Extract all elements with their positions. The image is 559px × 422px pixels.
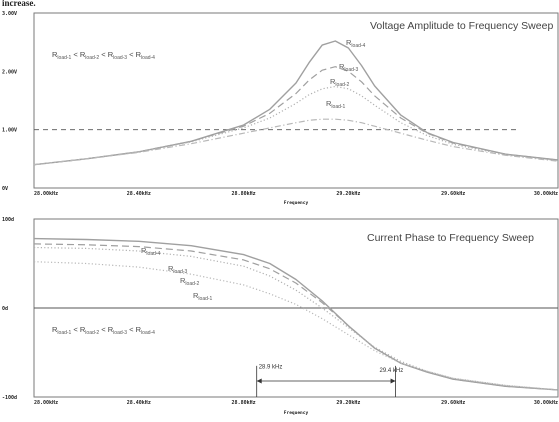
- svg-text:Rload-2: Rload-2: [180, 276, 200, 287]
- series-line-rload-2: [33, 85, 559, 166]
- series-label-rload-4: Rload-4: [346, 38, 366, 49]
- y-tick-label: 3.00V: [2, 11, 17, 17]
- y-tick-label: -100d: [2, 395, 17, 401]
- x-axis-label: Frequency: [284, 200, 309, 206]
- phase-series-group: [33, 237, 559, 391]
- x-tick-label: 30.00kHz: [534, 191, 558, 197]
- x-tick-label: 29.20kHz: [336, 400, 360, 406]
- x-tick-labels: 28.00kHz 28.40kHz 28.80kHz 29.20kHz 29.60kHz…: [34, 400, 558, 406]
- svg-text:Rload-3: Rload-3: [168, 264, 188, 275]
- frequency-markers: 28.9 kHz 29.4 kHz: [256, 365, 404, 397]
- series-line-rload-4: [33, 237, 559, 391]
- series-line-rload-3: [33, 66, 559, 166]
- x-tick-label: 28.00kHz: [34, 400, 58, 406]
- x-axis-label: Frequency: [284, 410, 309, 416]
- rload-inequality: Rload-1 < Rload-2 < Rload-3 < Rload-4: [52, 325, 155, 336]
- page-header-fragment: increase.: [2, 0, 36, 8]
- chart-title: Current Phase to Frequency Sweep: [367, 232, 534, 244]
- series-label-rload-2: Rload-2: [180, 276, 200, 287]
- series-label-rload-3: Rload-3: [339, 62, 359, 73]
- series-line-rload-1: [33, 261, 559, 391]
- x-tick-label: 28.40kHz: [127, 400, 151, 406]
- series-label-rload-2: Rload-2: [330, 77, 350, 88]
- current-phase-plot: 28.00kHz 28.40kHz 28.80kHz 29.20kHz 29.60kHz…: [2, 217, 559, 416]
- arrowhead: [256, 378, 262, 384]
- svg-text:Rload-3: Rload-3: [339, 62, 359, 73]
- svg-text:Rload-1 < Rload-2 < Rload-3 <: Rload-1 < Rload-2 < Rload-3 < Rload-4: [52, 325, 155, 336]
- x-tick-label: 28.80kHz: [232, 191, 256, 197]
- series-line-rload-1: [33, 118, 559, 166]
- y-tick-label: 2.00V: [2, 69, 17, 75]
- x-tick-label: 28.40kHz: [127, 191, 151, 197]
- x-tick-labels: 28.00kHz 28.40kHz 28.80kHz 29.20kHz 29.60kHz…: [34, 191, 558, 197]
- series-label-rload-1: Rload-1: [193, 291, 213, 302]
- series-label-rload-3: Rload-3: [168, 264, 188, 275]
- y-tick-label: 0V: [2, 186, 8, 192]
- series-label-rload-1: Rload-1: [326, 99, 346, 110]
- x-tick-label: 29.60kHz: [441, 191, 465, 197]
- marker-label: 28.9 kHz: [259, 365, 283, 371]
- x-tick-label: 28.00kHz: [34, 191, 58, 197]
- x-tick-label: 29.60kHz: [441, 400, 465, 406]
- y-tick-label: 1.00V: [2, 128, 17, 134]
- plot-frame: [33, 12, 559, 189]
- y-tick-labels: 0V 1.00V 2.00V 3.00V: [2, 11, 17, 192]
- voltage-series-group: [33, 40, 559, 166]
- svg-text:Rload-2: Rload-2: [330, 77, 350, 88]
- x-tick-label: 28.80kHz: [232, 400, 256, 406]
- svg-text:Rload-4: Rload-4: [346, 38, 366, 49]
- y-tick-labels: -100d 0d 100d: [2, 217, 17, 401]
- rload-inequality: Rload-1 < Rload-2 < Rload-3 < Rload-4: [52, 50, 155, 61]
- marker-label: 29.4 kHz: [380, 368, 404, 374]
- x-tick-label: 29.20kHz: [336, 191, 360, 197]
- series-line-rload-3: [33, 243, 559, 391]
- voltage-amplitude-plot: 28.00kHz 28.40kHz 28.80kHz 29.20kHz 29.60kHz…: [2, 11, 559, 206]
- svg-text:Rload-1: Rload-1: [193, 291, 213, 302]
- y-tick-label: 100d: [2, 217, 14, 223]
- series-line-rload-2: [33, 246, 559, 391]
- svg-text:Rload-1: Rload-1: [326, 99, 346, 110]
- series-label-rload-4: Rload-4: [141, 246, 161, 257]
- y-tick-label: 0d: [2, 306, 8, 312]
- x-tick-label: 30.00kHz: [534, 400, 558, 406]
- arrowhead: [390, 378, 396, 384]
- svg-text:Rload-4: Rload-4: [141, 246, 161, 257]
- chart-title: Voltage Amplitude to Frequency Sweep: [370, 20, 553, 32]
- svg-text:Rload-1 < Rload-2 < Rload-3 <: Rload-1 < Rload-2 < Rload-3 < Rload-4: [52, 50, 155, 61]
